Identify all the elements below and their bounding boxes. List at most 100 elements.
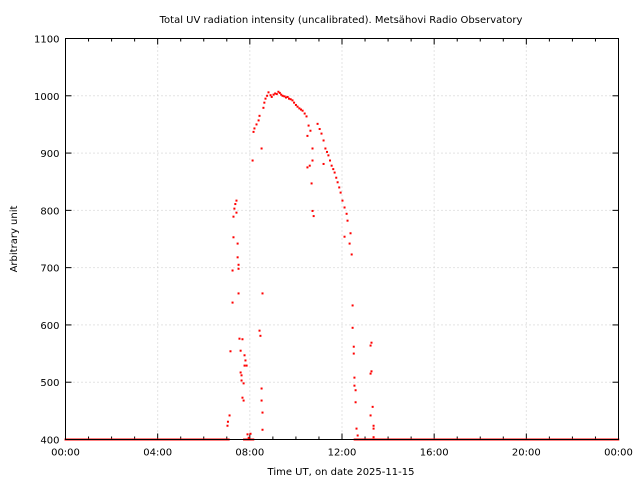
data-point (249, 432, 252, 435)
plot-frame (65, 38, 619, 440)
y-tick-label: 1000 (34, 92, 59, 103)
data-point (264, 97, 267, 100)
data-point (335, 176, 338, 179)
data-point (258, 329, 261, 332)
data-point (274, 92, 277, 95)
data-point (267, 91, 270, 94)
data-point (372, 427, 375, 430)
data-point (261, 411, 264, 414)
data-point (326, 150, 329, 153)
data-point (283, 95, 286, 98)
data-point (229, 350, 232, 353)
data-point (240, 374, 243, 377)
data-point (324, 147, 327, 150)
data-point (332, 168, 335, 171)
data-point (327, 154, 330, 157)
data-point (252, 130, 255, 133)
data-point (330, 164, 333, 167)
x-tick-label: 00:00 (604, 448, 633, 459)
y-tick-label: 500 (40, 378, 59, 389)
data-point (246, 433, 249, 436)
data-point (278, 91, 281, 94)
data-point (350, 253, 353, 256)
data-point (285, 96, 288, 99)
data-point (309, 129, 312, 132)
data-point (311, 159, 314, 162)
data-point (245, 364, 248, 367)
data-point (348, 242, 351, 245)
data-point (275, 93, 278, 96)
y-tick-label: 900 (40, 149, 59, 160)
data-point (280, 93, 283, 96)
data-point (255, 123, 258, 126)
data-point (228, 414, 231, 417)
data-point (354, 401, 357, 404)
data-point (294, 103, 297, 106)
data-point (260, 387, 263, 390)
data-point (286, 95, 289, 98)
data-point (236, 242, 239, 245)
data-point (241, 396, 244, 399)
data-point (288, 97, 291, 100)
data-point (270, 95, 273, 98)
x-axis-label: Time UT, on date 2025-11-15 (267, 467, 415, 478)
data-point (371, 405, 374, 408)
data-point (233, 207, 236, 210)
data-point (303, 112, 306, 115)
data-point (243, 354, 246, 357)
data-point (253, 127, 256, 130)
data-point (258, 114, 261, 117)
data-point (251, 159, 254, 162)
data-point (234, 203, 237, 206)
y-tick-label: 700 (40, 264, 59, 275)
data-point (322, 162, 325, 165)
data-point (341, 199, 344, 202)
x-tick-label: 20:00 (512, 448, 541, 459)
data-point (241, 338, 244, 341)
data-point (310, 182, 313, 185)
data-point (307, 124, 310, 127)
x-tick-label: 16:00 (420, 448, 449, 459)
data-point (236, 256, 239, 259)
data-point (293, 101, 296, 104)
data-point (259, 334, 262, 337)
data-point (369, 414, 372, 417)
data-point (372, 436, 375, 439)
data-point (369, 344, 372, 347)
data-point (226, 424, 229, 427)
data-point (266, 94, 269, 97)
data-point (298, 107, 301, 110)
data-point (352, 352, 355, 355)
data-point (346, 219, 349, 222)
data-point (296, 105, 299, 108)
data-point (336, 181, 339, 184)
data-point (269, 94, 272, 97)
data-point (320, 132, 323, 135)
data-point (243, 364, 246, 367)
data-point (260, 399, 263, 402)
data-point (329, 159, 332, 162)
data-point (369, 372, 372, 375)
x-tick-label: 12:00 (328, 448, 357, 459)
data-point (345, 212, 348, 215)
data-point (349, 232, 352, 235)
data-point (260, 147, 263, 150)
data-point (239, 371, 242, 374)
data-point (353, 376, 356, 379)
data-point (231, 269, 234, 272)
data-point (232, 236, 235, 239)
data-point (289, 98, 292, 101)
data-point (277, 90, 280, 93)
data-point (237, 267, 240, 270)
data-point (291, 99, 294, 102)
data-point (237, 292, 240, 295)
data-point (226, 420, 229, 423)
data-point (372, 424, 375, 427)
data-point (262, 106, 265, 109)
data-point (351, 326, 354, 329)
data-point (343, 206, 346, 209)
data-point (339, 191, 342, 194)
data-point (352, 345, 355, 348)
chart-title: Total UV radiation intensity (uncalibrat… (159, 15, 523, 26)
